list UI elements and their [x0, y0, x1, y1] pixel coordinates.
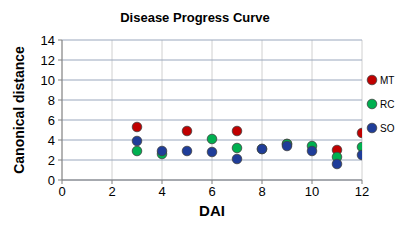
legend-marker	[367, 75, 377, 85]
y-tick-label: 6	[48, 113, 55, 128]
data-point	[257, 144, 267, 154]
data-point	[132, 146, 142, 156]
x-grid-line	[112, 40, 113, 180]
x-tick-label: 2	[108, 184, 115, 199]
y-tick	[58, 160, 62, 161]
points-group	[132, 122, 362, 169]
data-point	[207, 134, 217, 144]
y-tick-label: 0	[48, 173, 55, 188]
chart-svg: 0 2 4 6 8 10 12 0 2 4 6 8 10 12 14 Disease Progress Cur…	[0, 0, 400, 240]
y-grid-line	[62, 120, 362, 121]
legend-label: SO	[380, 123, 395, 134]
data-point	[132, 122, 142, 132]
legend: MT RC SO	[367, 75, 394, 134]
y-grid-line	[62, 160, 362, 161]
y-tick-label: 4	[48, 133, 55, 148]
y-grid-line	[62, 100, 362, 101]
x-grid-line	[212, 40, 213, 180]
x-grid-line	[62, 40, 63, 180]
y-tick	[58, 40, 62, 41]
x-tick-label: 10	[305, 184, 319, 199]
x-axis-title: DAI	[199, 202, 225, 219]
data-point	[207, 147, 217, 157]
y-tick-label: 8	[48, 93, 55, 108]
y-grid-line	[62, 60, 362, 61]
legend-marker	[367, 99, 377, 109]
y-tick-label: 14	[41, 33, 55, 48]
x-tick-label: 0	[58, 184, 65, 199]
background	[0, 0, 400, 240]
y-axis-title: Canonical distance	[11, 46, 27, 174]
data-point	[232, 126, 242, 136]
x-tick-label: 4	[158, 184, 165, 199]
data-point	[182, 126, 192, 136]
data-point	[357, 150, 362, 160]
legend-marker	[367, 123, 377, 133]
data-point	[282, 141, 292, 151]
y-tick	[58, 120, 62, 121]
y-tick	[58, 60, 62, 61]
x-grid-line	[312, 40, 313, 180]
y-tick	[58, 180, 62, 181]
data-point	[357, 128, 362, 138]
chart-title: Disease Progress Curve	[120, 10, 270, 25]
y-tick	[58, 80, 62, 81]
x-tick-label: 6	[208, 184, 215, 199]
y-tick-label: 12	[41, 53, 55, 68]
x-tick-label: 12	[355, 184, 369, 199]
y-tick-label: 2	[48, 153, 55, 168]
data-point	[232, 154, 242, 164]
x-grid-line	[262, 40, 263, 180]
chart-root: 0 2 4 6 8 10 12 0 2 4 6 8 10 12 14 Disease Progress Cur…	[0, 0, 400, 240]
data-point	[257, 144, 267, 154]
data-point	[332, 159, 342, 169]
legend-label: RC	[380, 99, 394, 110]
y-axis-line	[62, 40, 63, 180]
data-point	[182, 146, 192, 156]
y-grid-line	[62, 40, 362, 41]
y-tick	[58, 100, 62, 101]
data-point	[157, 146, 167, 156]
data-point	[307, 146, 317, 156]
legend-label: MT	[380, 75, 394, 86]
x-tick-label: 8	[258, 184, 265, 199]
data-point	[232, 143, 242, 153]
y-tick	[58, 140, 62, 141]
y-grid-line	[62, 80, 362, 81]
y-tick-label: 10	[41, 73, 55, 88]
data-point	[132, 136, 142, 146]
